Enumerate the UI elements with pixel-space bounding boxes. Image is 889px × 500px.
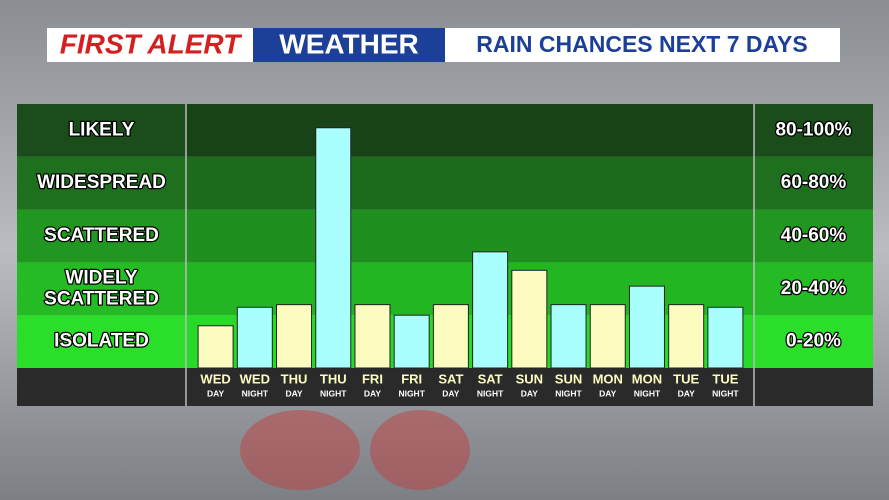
x-tick-sublabel: DAY <box>599 388 616 398</box>
bar <box>354 304 391 369</box>
bar <box>393 314 430 369</box>
band <box>186 104 754 157</box>
section-box <box>253 28 445 62</box>
band-range: 40-60% <box>781 225 847 246</box>
bar <box>236 306 273 369</box>
band-label: LIKELY <box>69 119 135 140</box>
x-tick-sublabel: DAY <box>442 388 459 398</box>
x-tick-sublabel: DAY <box>207 388 224 398</box>
band <box>186 209 754 263</box>
bar <box>472 251 509 369</box>
band-range: 80-100% <box>775 119 851 140</box>
x-tick-label: TUE <box>673 371 699 386</box>
band-range: 60-80% <box>781 172 847 193</box>
x-tick-label: MON <box>632 371 662 386</box>
x-tick-label: FRI <box>401 371 422 386</box>
band-range: 0-20% <box>786 331 841 352</box>
band-label-cell <box>17 156 186 210</box>
section: WEATHER <box>279 28 418 59</box>
x-tick-label: SUN <box>555 371 582 386</box>
bar <box>589 304 626 369</box>
bar <box>628 285 665 369</box>
category-strip <box>17 368 873 406</box>
chart: LIKELY 80-100% WIDESPREAD 60-80% SCATTERED 40… <box>17 104 873 406</box>
x-tick-sublabel: NIGHT <box>242 388 269 398</box>
x-tick-label: WED <box>200 371 230 386</box>
x-tick-label: THU <box>281 371 308 386</box>
bar <box>276 304 313 369</box>
x-tick-sublabel: NIGHT <box>320 388 347 398</box>
band-label: SCATTERED <box>44 288 159 309</box>
x-tick-sublabel: NIGHT <box>712 388 739 398</box>
band-label-cell <box>17 315 186 368</box>
bar <box>511 269 548 369</box>
x-tick-label: WED <box>240 371 270 386</box>
x-tick-sublabel: NIGHT <box>555 388 582 398</box>
band-label: WIDELY <box>65 267 137 288</box>
x-tick-sublabel: NIGHT <box>477 388 504 398</box>
bar <box>315 127 352 369</box>
x-tick-label: SAT <box>438 371 463 386</box>
x-tick-sublabel: DAY <box>678 388 695 398</box>
band <box>186 156 754 210</box>
band-label-cell <box>17 209 186 263</box>
bar <box>197 325 234 369</box>
x-tick-sublabel: NIGHT <box>398 388 425 398</box>
band-label: ISOLATED <box>54 331 149 352</box>
x-tick-sublabel: DAY <box>285 388 302 398</box>
band-range-cell <box>754 262 873 316</box>
band-label-cell <box>17 104 186 157</box>
brand-box <box>47 28 253 62</box>
brand: FIRST ALERT <box>60 28 243 59</box>
blur-light <box>240 410 360 490</box>
title-box <box>445 28 840 62</box>
band-range-cell <box>754 156 873 210</box>
band-range-cell <box>754 104 873 157</box>
band-label: SCATTERED <box>44 225 159 246</box>
blur-light <box>370 410 470 490</box>
band-range: 20-40% <box>781 278 847 299</box>
x-tick-label: SAT <box>478 371 503 386</box>
x-tick-label: MON <box>593 371 623 386</box>
band-label-cell <box>17 262 186 316</box>
x-tick-label: THU <box>320 371 347 386</box>
x-tick-sublabel: DAY <box>364 388 381 398</box>
x-tick-label: SUN <box>516 371 543 386</box>
x-tick-sublabel: NIGHT <box>634 388 661 398</box>
bar <box>668 304 705 369</box>
band-label: WIDESPREAD <box>37 172 166 193</box>
chart-title: RAIN CHANCES NEXT 7 DAYS <box>476 31 807 57</box>
x-tick-sublabel: DAY <box>521 388 538 398</box>
x-tick-label: TUE <box>712 371 738 386</box>
bar <box>432 304 469 369</box>
bar <box>707 306 744 369</box>
band-range-cell <box>754 315 873 368</box>
bar <box>550 304 587 369</box>
band-range-cell <box>754 209 873 263</box>
x-tick-label: FRI <box>362 371 383 386</box>
